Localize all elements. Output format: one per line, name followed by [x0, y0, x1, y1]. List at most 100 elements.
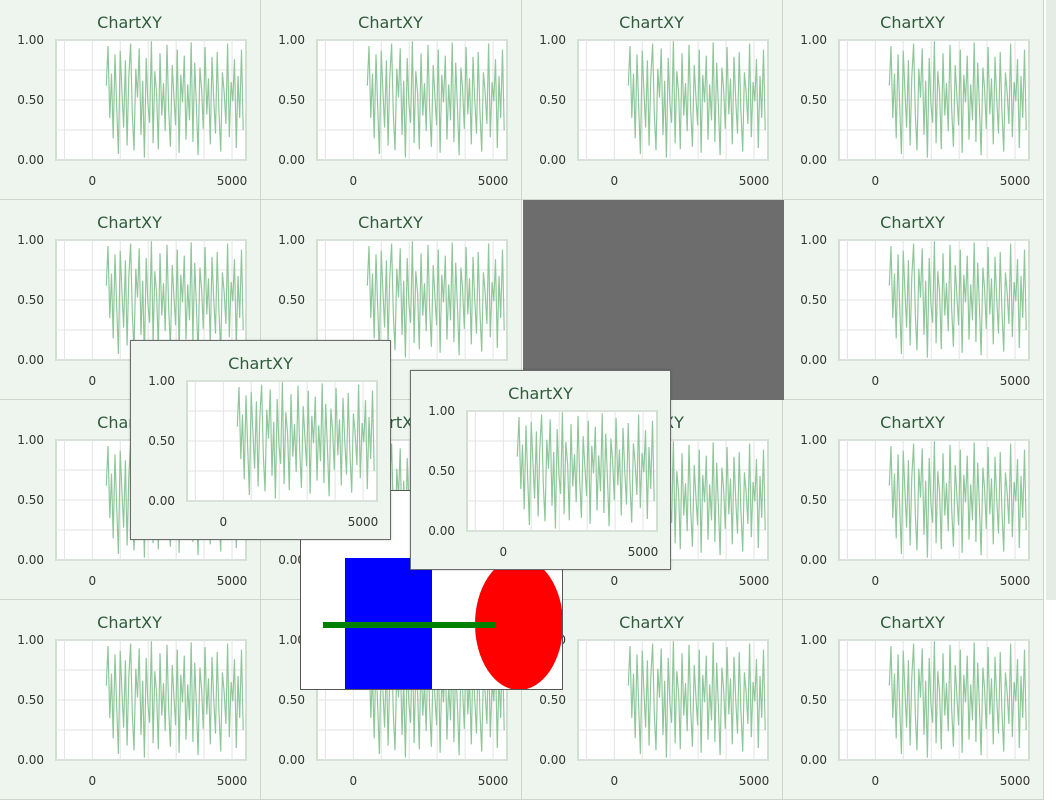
y-tick-label: 1.00 — [17, 433, 44, 447]
chart-svg: ChartXY 0.00 0.50 1.00 0 5000 — [428, 384, 659, 559]
x-tick-label: 0 — [611, 574, 619, 588]
chart-svg: ChartXY 0.00 0.50 1.00 0 5000 — [800, 613, 1031, 788]
chart-svg: ChartXY 0.00 0.50 1.00 0 5000 — [17, 13, 248, 188]
x-tick-label: 5000 — [348, 515, 379, 529]
y-tick-label: 1.00 — [278, 233, 305, 247]
y-tick-label: 0.50 — [539, 693, 566, 707]
chart-card-r1-c3[interactable]: ChartXY 0.00 0.50 1.00 0 5000 — [522, 0, 783, 200]
chart-title: ChartXY — [97, 613, 162, 632]
chart-svg: ChartXY 0.00 0.50 1.00 0 5000 — [800, 13, 1031, 188]
chart-card-r1-c2[interactable]: ChartXY 0.00 0.50 1.00 0 5000 — [261, 0, 522, 200]
y-tick-label: 1.00 — [278, 633, 305, 647]
chart-svg: ChartXY 0.00 0.50 1.00 0 5000 — [148, 354, 379, 529]
y-tick-label: 0.00 — [278, 753, 305, 767]
x-tick-label: 5000 — [739, 574, 770, 588]
y-tick-label: 0.50 — [148, 434, 175, 448]
y-tick-label: 0.50 — [278, 293, 305, 307]
chart-title: ChartXY — [228, 354, 293, 373]
series-line-1 — [888, 41, 1027, 158]
x-tick-label: 5000 — [1000, 774, 1031, 788]
x-tick-label: 0 — [89, 174, 97, 188]
y-tick-label: 0.00 — [539, 153, 566, 167]
y-tick-label: 1.00 — [17, 633, 44, 647]
y-tick-label: 0.00 — [800, 153, 827, 167]
chart-title: ChartXY — [880, 413, 945, 432]
y-tick-label: 0.50 — [800, 493, 827, 507]
x-tick-label: 5000 — [478, 774, 509, 788]
x-tick-label: 0 — [872, 774, 880, 788]
chart-title: ChartXY — [880, 613, 945, 632]
chart-title: ChartXY — [97, 213, 162, 232]
series-line-1 — [105, 41, 244, 158]
y-tick-label: 0.00 — [539, 753, 566, 767]
chart-card-r3-c4[interactable]: ChartXY 0.00 0.50 1.00 0 5000 — [783, 400, 1044, 600]
chart-title: ChartXY — [358, 213, 423, 232]
y-tick-label: 0.00 — [428, 524, 455, 538]
chart-title: ChartXY — [880, 213, 945, 232]
y-tick-label: 0.00 — [17, 153, 44, 167]
series-line-1 — [888, 441, 1027, 558]
y-tick-label: 1.00 — [428, 404, 455, 418]
chart-svg: ChartXY 0.00 0.50 1.00 0 5000 — [17, 613, 248, 788]
y-tick-label: 0.00 — [17, 753, 44, 767]
x-tick-label: 0 — [350, 174, 358, 188]
chart-card-r4-c1[interactable]: ChartXY 0.00 0.50 1.00 0 5000 — [0, 600, 261, 800]
shapes-canvas — [323, 558, 562, 689]
chart-card-r1-c1[interactable]: ChartXY 0.00 0.50 1.00 0 5000 — [0, 0, 261, 200]
series-line-1 — [516, 412, 655, 529]
y-tick-label: 0.50 — [278, 693, 305, 707]
chart-svg: ChartXY 0.00 0.50 1.00 0 5000 — [800, 213, 1031, 388]
x-tick-label: 0 — [89, 374, 97, 388]
series-line-1 — [236, 382, 375, 499]
y-tick-label: 0.50 — [17, 693, 44, 707]
y-tick-label: 1.00 — [278, 33, 305, 47]
y-tick-label: 1.00 — [539, 33, 566, 47]
x-tick-label: 0 — [872, 574, 880, 588]
chart-title: ChartXY — [619, 613, 684, 632]
y-tick-label: 0.50 — [800, 293, 827, 307]
x-tick-label: 5000 — [478, 174, 509, 188]
x-tick-label: 5000 — [739, 774, 770, 788]
x-tick-label: 5000 — [217, 574, 248, 588]
series-line-1 — [366, 41, 505, 158]
x-tick-label: 5000 — [1000, 374, 1031, 388]
y-tick-label: 1.00 — [17, 33, 44, 47]
chart-title: ChartXY — [880, 13, 945, 32]
y-tick-label: 0.00 — [278, 153, 305, 167]
y-tick-label: 0.00 — [800, 553, 827, 567]
series-line-1 — [366, 241, 505, 358]
y-tick-label: 1.00 — [17, 233, 44, 247]
y-tick-label: 0.50 — [278, 93, 305, 107]
y-tick-label: 0.50 — [17, 93, 44, 107]
vertical-scrollbar[interactable] — [1046, 0, 1056, 600]
x-tick-label: 5000 — [1000, 174, 1031, 188]
y-tick-label: 0.50 — [428, 464, 455, 478]
y-tick-label: 1.00 — [148, 374, 175, 388]
red-ellipse — [475, 558, 562, 689]
chart-title: ChartXY — [508, 384, 573, 403]
chart-card-r4-c4[interactable]: ChartXY 0.00 0.50 1.00 0 5000 — [783, 600, 1044, 800]
y-tick-label: 1.00 — [800, 33, 827, 47]
chart-svg: ChartXY 0.00 0.50 1.00 0 5000 — [278, 13, 509, 188]
series-line-1 — [627, 41, 766, 158]
x-tick-label: 5000 — [628, 545, 659, 559]
series-line-1 — [888, 241, 1027, 358]
x-tick-label: 0 — [500, 545, 508, 559]
chart-svg: ChartXY 0.00 0.50 1.00 0 5000 — [800, 413, 1031, 588]
x-tick-label: 0 — [611, 774, 619, 788]
x-tick-label: 0 — [220, 515, 228, 529]
chart-title: ChartXY — [619, 13, 684, 32]
x-tick-label: 5000 — [1000, 574, 1031, 588]
x-tick-label: 5000 — [217, 174, 248, 188]
y-tick-label: 1.00 — [800, 633, 827, 647]
x-tick-label: 5000 — [739, 174, 770, 188]
x-tick-label: 0 — [872, 174, 880, 188]
y-tick-label: 0.00 — [17, 553, 44, 567]
chart-card-r2-c4[interactable]: ChartXY 0.00 0.50 1.00 0 5000 — [783, 200, 1044, 400]
empty-chart-slot — [523, 200, 784, 400]
chart-card-floating-2[interactable]: ChartXY 0.00 0.50 1.00 0 5000 — [410, 370, 671, 570]
chart-card-r1-c4[interactable]: ChartXY 0.00 0.50 1.00 0 5000 — [783, 0, 1044, 200]
y-tick-label: 0.50 — [17, 293, 44, 307]
x-tick-label: 5000 — [217, 774, 248, 788]
chart-card-floating-1[interactable]: ChartXY 0.00 0.50 1.00 0 5000 — [130, 340, 391, 540]
